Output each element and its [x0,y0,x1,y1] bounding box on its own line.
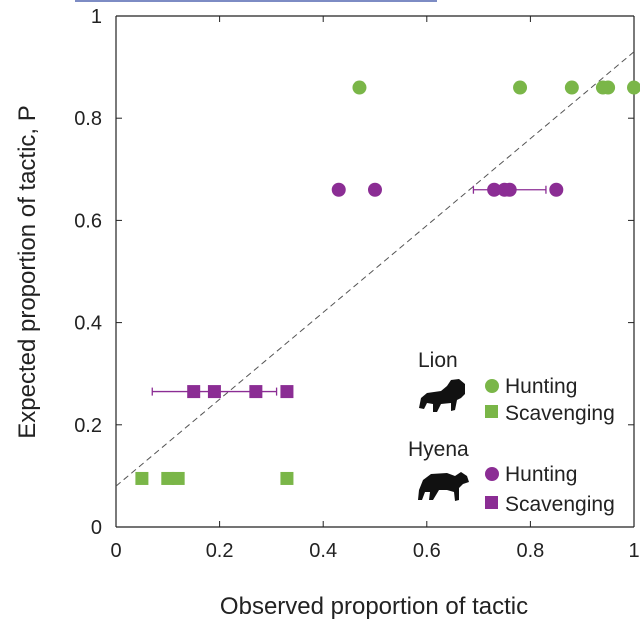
point-hyena-scavenging [249,385,263,399]
y-tick-label: 1 [91,6,102,28]
point-hyena-hunting [549,182,564,197]
y-axis-ticks: 0 0.2 0.4 0.6 0.8 1 [74,6,634,539]
legend-group-title-lion: Lion [418,349,458,372]
data-marks [135,80,640,485]
x-axis-ticks: 0 0.2 0.4 0.6 0.8 1 [110,16,640,562]
x-axis-label: Observed proportion of tactic [220,593,528,620]
x-tick-label: 0.6 [413,540,441,562]
y-axis-label: Expected proportion of tactic, P [14,105,41,439]
point-lion-hunting [601,80,616,95]
y-tick-label: 0.2 [74,415,102,437]
x-tick-label: 0.2 [206,540,234,562]
x-tick-label: 0.4 [309,540,337,562]
hyena-silhouette-icon [418,472,469,501]
y-tick-label: 0.6 [74,210,102,232]
legend-group-title-hyena: Hyena [408,438,469,461]
point-lion-hunting [627,80,640,95]
legend-label-lion-hunting: Hunting [505,375,577,398]
point-hyena-scavenging [207,385,221,399]
point-hyena-scavenging [187,385,201,399]
lion-silhouette-icon [419,379,465,412]
y-tick-label: 0.4 [74,313,102,335]
point-hyena-scavenging [280,385,294,399]
point-lion-hunting [564,80,579,95]
point-hyena-hunting [331,182,346,197]
point-lion-scavenging [171,471,185,485]
point-lion-hunting [513,80,528,95]
legend-marker-hyena-scavenging [485,496,498,509]
plot-frame [115,15,635,528]
legend-label-lion-scavenging: Scavenging [505,402,615,425]
point-lion-hunting [352,80,367,95]
point-hyena-hunting [502,182,517,197]
identity-dashed-line [115,51,635,487]
x-tick-label: 1 [628,540,639,562]
reference-line [115,51,635,487]
legend-marker-lion-hunting [485,379,499,393]
y-tick-label: 0 [91,517,102,539]
legend-marker-lion-scavenging [485,405,498,418]
legend-label-hyena-hunting: Hunting [505,463,577,486]
point-hyena-hunting [487,182,502,197]
x-tick-label: 0.8 [516,540,544,562]
y-tick-label: 0.8 [74,108,102,130]
point-lion-scavenging [280,471,294,485]
point-lion-scavenging [135,471,149,485]
point-lion-scavenging [161,471,175,485]
top-decorative-bar [75,0,437,2]
point-hyena-hunting [368,182,382,197]
legend: Lion Hunting Scavenging Hyena Hunting Sc… [408,349,615,516]
legend-label-hyena-scavenging: Scavenging [505,493,615,516]
x-tick-label: 0 [110,540,121,562]
legend-marker-hyena-hunting [485,467,499,481]
